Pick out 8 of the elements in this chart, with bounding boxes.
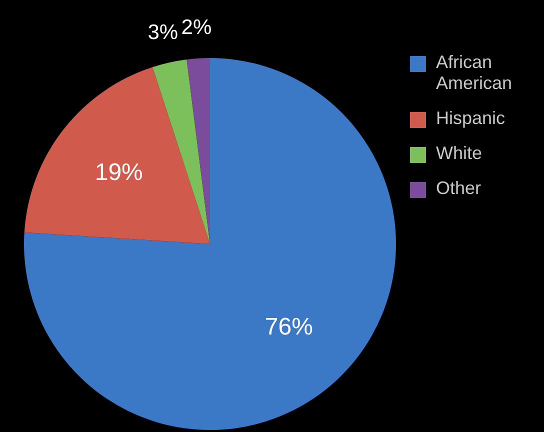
legend-label: Other [436,178,482,199]
data-label: 76% [264,314,313,341]
data-label: 2% [181,16,212,40]
data-label: 19% [94,158,143,186]
legend-label: African American [436,52,514,94]
legend-label: Hispanic [436,108,506,129]
legend-label: White [436,143,482,164]
data-label: 3% [148,21,178,44]
